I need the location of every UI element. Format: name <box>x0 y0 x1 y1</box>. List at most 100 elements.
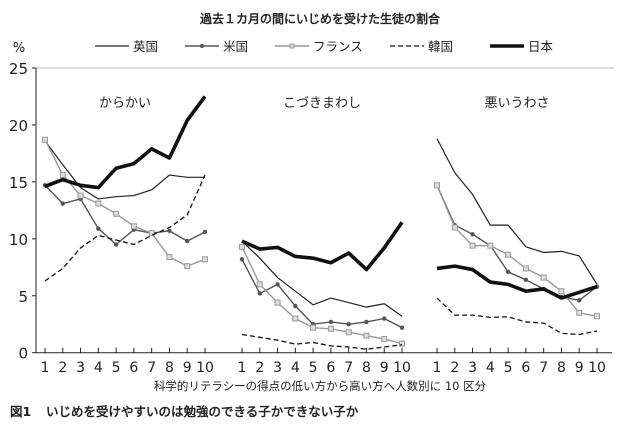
data-point <box>487 242 494 249</box>
series-0 <box>44 140 205 200</box>
y-tick-label: 15 <box>9 174 28 192</box>
legend-label: フランス <box>313 39 363 54</box>
legend-label: 英国 <box>133 39 158 54</box>
y-axis-unit: % <box>13 41 25 56</box>
x-tick-label: 5 <box>309 360 318 376</box>
data-point <box>346 322 351 327</box>
legend-label: 米国 <box>223 39 248 54</box>
x-tick-label: 8 <box>557 360 566 376</box>
x-tick-label: 8 <box>165 360 174 376</box>
series-line <box>44 139 206 267</box>
data-point <box>184 263 191 270</box>
x-tick-label: 5 <box>112 360 121 376</box>
y-tick-label: 10 <box>9 231 28 249</box>
x-axis-label: 科学的リテラシーの得点の低い方から高い方へ人数別に 10 区分 <box>154 379 487 393</box>
data-point <box>60 201 65 206</box>
axes: 0 5 10 15 20 25 <box>9 60 614 363</box>
data-point <box>202 229 208 235</box>
series-1 <box>239 257 405 330</box>
series-1 <box>42 183 208 247</box>
data-point <box>523 277 529 283</box>
series-line <box>241 240 403 317</box>
y-tick-label: 0 <box>18 345 28 363</box>
series-4 <box>241 221 404 272</box>
x-tick-label: 9 <box>183 360 192 376</box>
series-line <box>436 264 598 300</box>
data-point <box>239 257 245 262</box>
data-point <box>42 136 48 143</box>
series-line <box>241 258 403 329</box>
data-point <box>130 223 137 230</box>
legend-label: 日本 <box>528 39 554 54</box>
x-tick-label: 6 <box>326 360 335 376</box>
data-point <box>148 230 155 237</box>
data-point <box>239 243 245 250</box>
data-point <box>95 200 102 207</box>
data-point <box>113 210 120 217</box>
x-tick-label: 3 <box>76 360 85 376</box>
legend-label: 韓国 <box>428 39 453 54</box>
data-point <box>166 254 173 261</box>
x-tick-label: 9 <box>575 360 584 376</box>
data-point <box>292 315 299 322</box>
x-tick-label: 3 <box>468 360 477 376</box>
panel-title: 悪いうわさ <box>484 96 549 111</box>
data-point <box>505 269 511 275</box>
series-line <box>44 184 206 246</box>
chart-title: 過去１カ月の間にいじめを受けた生徒の割合 <box>199 11 441 26</box>
x-tick-label: 10 <box>196 360 214 376</box>
data-point <box>451 224 458 231</box>
series-0 <box>241 240 403 317</box>
series-2 <box>434 182 600 320</box>
x-tick-label: 5 <box>504 360 513 376</box>
legend-item: 英国 <box>95 39 158 54</box>
data-point <box>185 238 190 244</box>
data-point <box>327 325 334 332</box>
series-line <box>44 95 207 190</box>
legend-item: 日本 <box>490 39 554 54</box>
series-0 <box>436 138 598 285</box>
x-tick-label: 8 <box>362 360 371 376</box>
data-point <box>470 232 475 237</box>
panel-title: からかい <box>99 96 151 111</box>
series-line <box>436 297 598 336</box>
data-point <box>469 242 476 249</box>
x-tick-label: 4 <box>94 360 103 376</box>
legend-dot-marker <box>200 44 204 48</box>
panel-3: 悪いうわさ 1 2 3 4 5 6 7 8 9 10 <box>433 96 606 376</box>
x-tick-label: 7 <box>539 360 548 376</box>
panel-title: こづきまわし <box>283 96 361 111</box>
data-point <box>256 281 263 288</box>
series-line <box>44 174 206 282</box>
data-point <box>522 265 529 272</box>
data-point <box>540 274 547 281</box>
data-point <box>363 332 370 339</box>
series-line <box>241 333 403 350</box>
series-line <box>436 185 598 317</box>
data-point <box>577 298 582 303</box>
x-tick-label: 10 <box>393 360 411 376</box>
series-4 <box>44 95 207 190</box>
x-tick-label: 1 <box>433 360 442 376</box>
data-point <box>576 309 583 316</box>
data-point <box>594 313 600 320</box>
x-tick-label: 9 <box>380 360 389 376</box>
legend-item: 韓国 <box>390 39 453 54</box>
data-point <box>558 288 565 295</box>
series-1 <box>434 183 600 303</box>
data-point <box>274 299 281 306</box>
data-point <box>59 172 66 179</box>
series-3 <box>241 333 403 350</box>
data-point <box>293 303 298 309</box>
x-tick-label: 2 <box>450 360 459 376</box>
series-line <box>436 138 598 285</box>
data-point <box>364 319 369 325</box>
y-tick-label: 20 <box>9 117 28 135</box>
data-point <box>382 316 387 321</box>
x-tick-label: 6 <box>129 360 138 376</box>
data-point <box>434 182 440 189</box>
x-tick-label: 4 <box>291 360 300 376</box>
x-tick-label: 3 <box>273 360 282 376</box>
x-tick-label: 7 <box>147 360 156 376</box>
series-line <box>241 221 404 272</box>
